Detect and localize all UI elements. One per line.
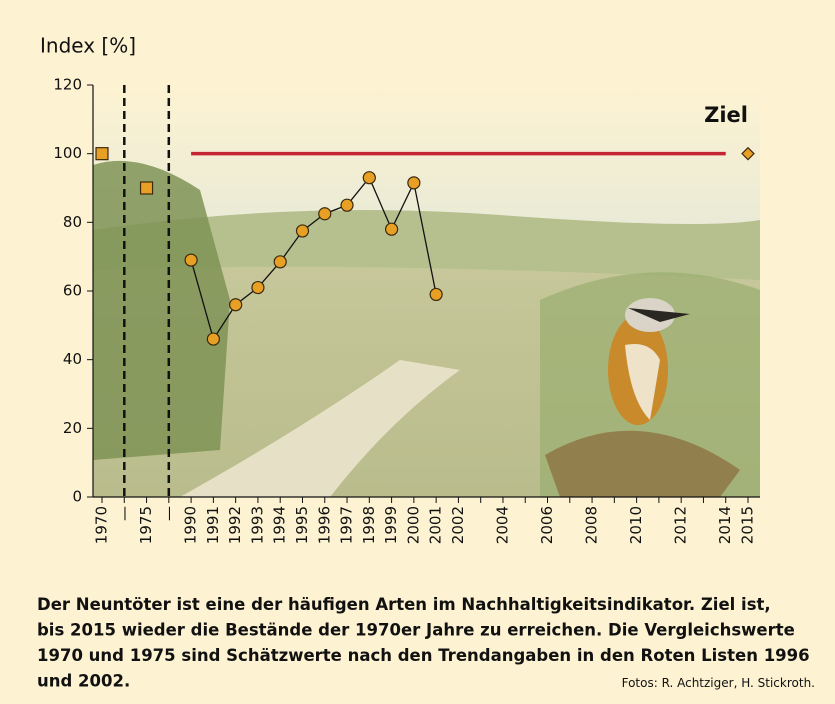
y-tick-label: 80: [63, 213, 82, 231]
y-tick-label: 60: [63, 282, 82, 300]
square-marker: [141, 182, 153, 194]
circle-marker: [363, 172, 375, 184]
x-tick-label: 1990: [182, 506, 200, 544]
y-tick-label: 20: [63, 419, 82, 437]
circle-marker: [185, 254, 197, 266]
x-tick-label: 1997: [338, 506, 356, 544]
x-tick-label: —: [115, 506, 133, 521]
x-tick-label: 2010: [627, 506, 645, 544]
x-tick-label: 2002: [449, 506, 467, 544]
x-tick-label: 1995: [293, 506, 311, 544]
x-tick-label: 1992: [226, 506, 244, 544]
x-tick-label: 2008: [583, 506, 601, 544]
caption-line: bis 2015 wieder die Bestände der 1970er …: [37, 621, 795, 640]
circle-marker: [386, 223, 398, 235]
x-tick-label: 1993: [248, 506, 266, 544]
circle-marker: [274, 256, 286, 268]
y-tick-label: 100: [53, 144, 82, 162]
background-photo: [93, 85, 760, 497]
circle-marker: [319, 208, 331, 220]
x-tick-label: 1975: [137, 506, 155, 544]
x-tick-label: 1994: [271, 506, 289, 544]
x-tick-label: 2000: [404, 506, 422, 544]
y-tick-label: 120: [53, 76, 82, 94]
x-tick-label: 2015: [739, 506, 757, 544]
x-tick-label: 2012: [672, 506, 690, 544]
credit: Fotos: R. Achtziger, H. Stickroth.: [622, 676, 815, 690]
circle-marker: [252, 282, 264, 294]
circle-marker: [230, 299, 242, 311]
circle-marker: [408, 177, 420, 189]
x-tick-label: 1970: [93, 506, 111, 544]
circle-marker: [430, 288, 442, 300]
circle-marker: [296, 225, 308, 237]
x-tick-label: 2004: [493, 506, 511, 544]
x-tick-label: 1996: [315, 506, 333, 544]
y-tick-label: 40: [63, 350, 82, 368]
circle-marker: [207, 333, 219, 345]
caption-line: und 2002.: [37, 672, 130, 691]
circle-marker: [341, 199, 353, 211]
x-tick-label: 2001: [427, 506, 445, 544]
x-tick-label: 1991: [204, 506, 222, 544]
x-tick-label: 2006: [538, 506, 556, 544]
y-tick-label: 0: [72, 488, 82, 506]
x-tick-label: 2014: [716, 506, 734, 544]
chart: Index [%] Ziel Der Neuntöter ist eine de…: [0, 0, 835, 704]
target-label: Ziel: [704, 103, 748, 127]
x-tick-label: 1998: [360, 506, 378, 544]
x-tick-label: 1999: [382, 506, 400, 544]
caption-line: Der Neuntöter ist eine der häufigen Arte…: [37, 595, 771, 614]
caption-line: 1970 und 1975 sind Schätzwerte nach den …: [37, 646, 810, 665]
x-tick-label: —: [159, 506, 177, 521]
y-axis-label: Index [%]: [40, 34, 136, 58]
square-marker: [96, 148, 108, 160]
